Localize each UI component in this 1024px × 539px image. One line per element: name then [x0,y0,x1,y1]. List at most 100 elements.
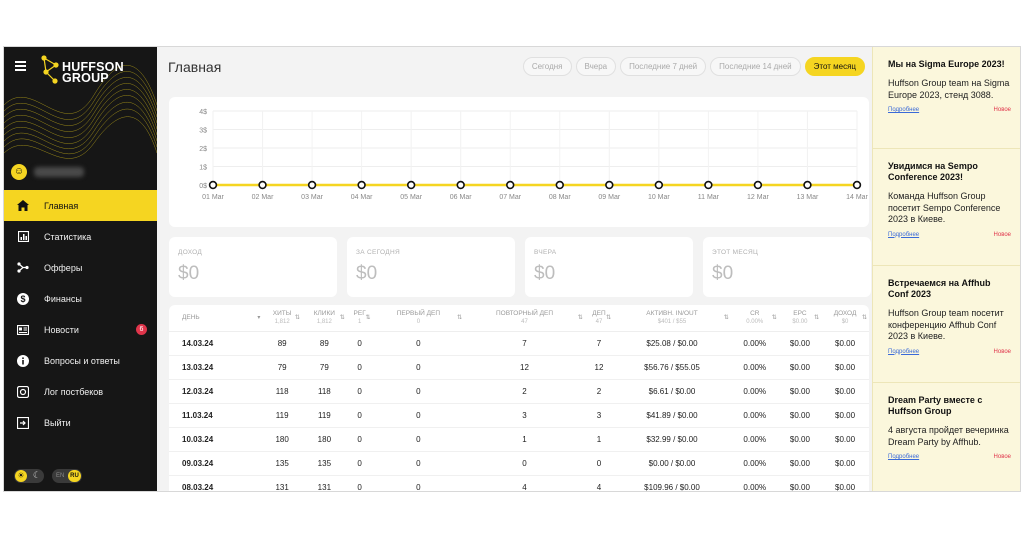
sidebar-item-label: Вопросы и ответы [44,355,120,366]
column-header-label: ПЕРВЫЙ ДЕП [396,309,441,317]
table-cell: 0 [372,379,465,404]
sort-icon[interactable]: ⇅ [606,315,612,321]
table-cell: 0 [372,331,465,356]
table-cell: 1 [584,427,614,452]
table-cell: $6.61 / $0.00 [613,379,731,404]
sidebar-item-offers[interactable]: Офферы [4,252,157,283]
column-header[interactable]: РЕГ 1 ⇅ [346,305,373,332]
sidebar-item-logout[interactable]: Выйти [4,407,157,438]
sidebar-item-label: Финансы [44,293,82,304]
table-cell: $41.89 / $0.00 [613,403,731,428]
stat-card-yesterday: ВЧЕРА $0 [525,237,693,297]
news-more-link[interactable]: Подробнее [888,107,920,113]
column-header[interactable]: ХИТЫ 1,812 ⇅ [262,305,302,332]
sidebar-item-news[interactable]: Новости 6 [4,314,157,345]
table-cell: $0.00 [778,331,822,356]
table-cell: 0 [346,451,373,476]
news-new-tag: Новое [993,454,1011,460]
table-cell: 12.03.24 [169,379,263,404]
sort-icon[interactable]: ⇅ [723,315,729,321]
stats-table-card: ДЕНЬ ▾ ХИТЫ 1,812 ⇅ КЛИКИ 1,812 ⇅ РЕГ 1 ⇅ ПЕРВЫЙ ДЕ… [169,305,869,491]
sidebar-item-label: Выйти [44,417,71,428]
filter-7-days-button[interactable]: Последние 7 дней [620,57,707,76]
column-header-label: ПОВТОРНЫЙ ДЕП [495,309,554,317]
sidebar-item-stats[interactable]: Статистика [4,221,157,252]
filter-this-month-button[interactable]: Этот месяц [804,57,865,76]
moon-icon: ☾ [32,470,41,480]
sidebar-item-label: Главная [44,200,79,211]
chart-svg: 4$ 3$ 2$ 1$ 0$ 01 Mar 02 Mar 03 Mar 04 Mar 05 Mar… [199,109,868,201]
column-header[interactable]: АКТИВН. IN/OUT $401 / $55 ⇅ [613,305,731,332]
column-header-total: 1,812 [274,318,290,325]
news-text: Huffson Group team на Sigma Europe 2023,… [888,78,1010,100]
table-cell: 0.00% [730,331,779,356]
y-tick-label: 4$ [199,109,207,116]
table-row: 14.03.24 89 89 0 0 7 7 $25.08 / $0.00 0.00% $0.00… [169,331,869,356]
sort-icon[interactable]: ⇅ [771,315,777,321]
sort-icon[interactable]: ⇅ [861,315,867,321]
decorative-waves [4,65,157,159]
x-tick-label: 13 Mar [797,194,819,201]
column-header[interactable]: ПОВТОРНЫЙ ДЕП 47 ⇅ [464,305,585,332]
sort-icon[interactable]: ⇅ [577,315,583,321]
column-header[interactable]: ПЕРВЫЙ ДЕП 0 ⇅ [372,305,465,332]
sort-icon[interactable]: ⇅ [814,315,820,321]
table-cell: 79 [262,355,302,380]
column-header[interactable]: ДЕНЬ ▾ [169,305,263,332]
table-cell: 89 [262,331,302,356]
avatar-name-blurred [34,167,84,177]
sidebar-item-postback-log[interactable]: Лог постбеков [4,376,157,407]
table-row: 13.03.24 79 79 0 0 12 12 $56.76 / $55.05 0.00% $0… [169,355,869,380]
column-header[interactable]: ДЕП 47 ⇅ [584,305,614,332]
x-tick-label: 05 Mar [400,194,422,201]
x-tick-label: 06 Mar [450,194,472,201]
table-cell: $0.00 [821,403,869,428]
news-more-link[interactable]: Подробнее [888,348,920,355]
filter-today-button[interactable]: Сегодня [522,57,572,76]
sort-icon[interactable]: ⇅ [365,315,371,321]
filter-14-days-button[interactable]: Последние 14 дней [710,57,801,76]
sort-icon[interactable]: ▾ [257,315,261,321]
menu-icon[interactable] [15,61,26,71]
table-cell: 7 [584,331,614,356]
column-header[interactable]: ДОХОД $0 ⇅ [821,305,869,332]
x-tick-label: 12 Mar [747,194,769,201]
column-header-label: ДЕНЬ [182,314,200,322]
table-cell: 131 [301,475,347,491]
table-cell: 14.03.24 [169,331,263,356]
sort-icon[interactable]: ⇅ [339,315,345,321]
column-header-label: CR [750,309,760,317]
news-more-link[interactable]: Подробнее [888,454,920,460]
table-cell: $0.00 [778,355,822,380]
table-cell: 119 [262,403,302,428]
main-content: Главная Сегодня Вчера Последние 7 дней П… [157,47,872,491]
news-more-link[interactable]: Подробнее [888,231,920,238]
sidebar-item-home[interactable]: Главная [4,190,157,221]
revenue-chart: 4$ 3$ 2$ 1$ 0$ 01 Mar 02 Mar 03 Mar 04 Mar 05 Mar… [169,97,869,227]
filter-yesterday-button[interactable]: Вчера [575,57,617,76]
table-cell: 0.00% [730,403,779,428]
sidebar-item-faq[interactable]: Вопросы и ответы [4,345,157,376]
table-cell: 119 [301,403,347,428]
table-cell: 79 [301,355,347,380]
language-toggle[interactable]: EN RU [52,469,82,483]
x-tick-label: 10 Mar [648,194,670,201]
stat-card-this-month: ЭТОТ МЕСЯЦ $0 [703,237,871,297]
column-header[interactable]: КЛИКИ 1,812 ⇅ [301,305,347,332]
theme-toggle[interactable]: ☀ ☾ [14,469,44,483]
column-header[interactable]: CR 0.00% ⇅ [730,305,779,332]
sort-icon[interactable]: ⇅ [457,315,463,321]
avatar[interactable]: ☺ [11,164,27,180]
sort-icon[interactable]: ⇅ [294,315,300,321]
x-tick-label: 02 Mar [252,194,274,201]
sidebar-item-label: Офферы [44,262,83,273]
data-point [357,180,366,190]
news-new-tag: Новое [993,348,1011,355]
stat-card-revenue: ДОХОД $0 [169,237,337,297]
table-cell: 0 [346,427,373,452]
dollar-icon: $ [16,292,30,306]
sidebar-item-finance[interactable]: $ Финансы [4,283,157,314]
sidebar-nav: Главная Статистика Офферы $ Финансы Ново… [4,190,157,438]
column-header[interactable]: EPC $0.00 ⇅ [778,305,822,332]
table-cell: 0.00% [730,427,779,452]
